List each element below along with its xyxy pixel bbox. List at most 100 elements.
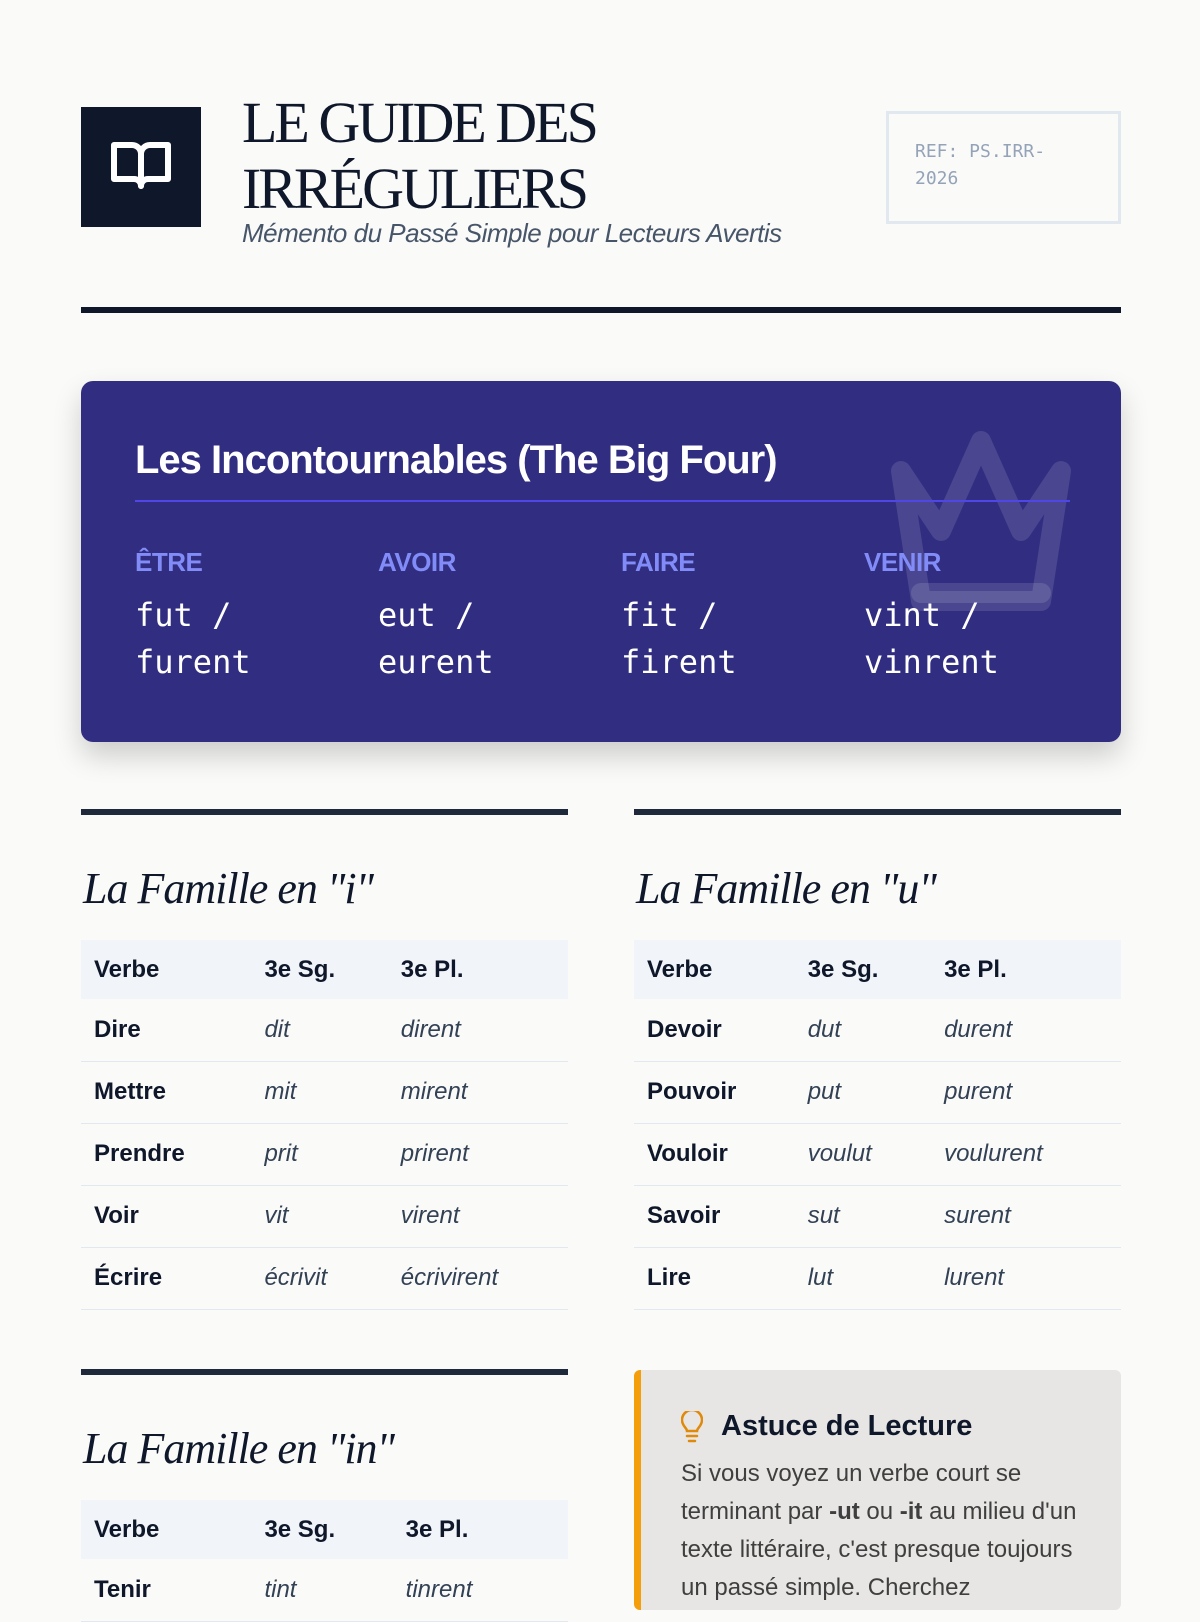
- family-title: La Famille en "i": [83, 864, 374, 913]
- verb-cell: Tenir: [81, 1559, 252, 1622]
- verb-cell: Mettre: [81, 1061, 252, 1124]
- conjugation-table: Verbe 3e Sg. 3e Pl. Dire dit dirent Mettre mit m…: [81, 940, 568, 1310]
- table-row: Savoir sut surent: [634, 1185, 1121, 1248]
- big-four-card: Les Incontournables (The Big Four) ÊTRE f…: [81, 381, 1121, 742]
- section-divider: [81, 1369, 568, 1375]
- verb-cell: Voir: [81, 1185, 252, 1248]
- verb-forms: eut / eurent: [378, 592, 528, 686]
- verb-label: ÊTRE: [135, 547, 203, 577]
- family-u-section: La Famille en "u" Verbe 3e Sg. 3e Pl. Devoi…: [634, 809, 1121, 1310]
- plural-cell: prirent: [387, 1123, 568, 1186]
- table-header-row: Verbe 3e Sg. 3e Pl.: [634, 940, 1121, 999]
- family-i-section: La Famille en "i" Verbe 3e Sg. 3e Pl. Dire d…: [81, 809, 568, 1310]
- section-divider: [81, 809, 568, 815]
- singular-cell: dut: [794, 999, 932, 1062]
- form-plural: firent: [621, 643, 737, 681]
- table-row: Mettre mit mirent: [81, 1061, 568, 1124]
- plural-cell: écrivirent: [387, 1247, 568, 1310]
- verb-cell: Savoir: [634, 1185, 795, 1248]
- plural-cell: purent: [931, 1061, 1121, 1124]
- singular-cell: dit: [251, 999, 388, 1062]
- table-header-row: Verbe 3e Sg. 3e Pl.: [81, 940, 568, 999]
- verb-etre: ÊTRE fut / furent: [135, 547, 285, 686]
- reference-box: REF: PS.IRR- 2026: [886, 111, 1121, 224]
- verb-label: VENIR: [864, 547, 941, 577]
- column-header: Verbe: [81, 940, 252, 999]
- tip-heading: Astuce de Lecture: [681, 1410, 1081, 1443]
- open-book-icon: [111, 142, 171, 189]
- form-plural: vinrent: [864, 643, 999, 681]
- table-row: Tenir tint tinrent: [81, 1559, 568, 1622]
- plural-cell: surent: [931, 1185, 1121, 1248]
- lightbulb-icon: [681, 1410, 703, 1442]
- plural-cell: mirent: [387, 1061, 568, 1124]
- title-line-1: LE GUIDE DES: [242, 90, 599, 155]
- header: LE GUIDE DES IRRÉGULIERS Mémento du Passé…: [81, 90, 1121, 260]
- column-header: 3e Pl.: [387, 940, 568, 999]
- tip-ending-it: -it: [899, 1498, 923, 1525]
- table-row: Vouloir voulut voulurent: [634, 1123, 1121, 1186]
- singular-cell: voulut: [794, 1123, 932, 1186]
- header-divider: [81, 307, 1121, 313]
- section-divider: [634, 809, 1121, 815]
- singular-cell: put: [794, 1061, 932, 1124]
- column-header: 3e Pl.: [931, 940, 1121, 999]
- singular-cell: prit: [251, 1123, 388, 1186]
- conjugation-table: Verbe 3e Sg. 3e Pl. Tenir tint tinrent: [81, 1500, 568, 1622]
- family-title: La Famille en "in": [83, 1424, 395, 1473]
- ref-line-2: 2026: [915, 168, 959, 189]
- verb-cell: Lire: [634, 1247, 795, 1310]
- column-header: 3e Sg.: [251, 1500, 393, 1559]
- verb-forms: fut / furent: [135, 592, 285, 686]
- verb-venir: VENIR vint / vinrent: [864, 547, 1014, 686]
- singular-cell: écrivit: [251, 1247, 388, 1310]
- verb-avoir: AVOIR eut / eurent: [378, 547, 528, 686]
- column-header: 3e Pl.: [392, 1500, 568, 1559]
- big-four-divider: [135, 500, 1070, 502]
- family-in-section: La Famille en "in" Verbe 3e Sg. 3e Pl. Teni…: [81, 1369, 568, 1622]
- column-header: 3e Sg.: [251, 940, 388, 999]
- verb-label: AVOIR: [378, 547, 456, 577]
- table-row: Lire lut lurent: [634, 1247, 1121, 1310]
- table-row: Dire dit dirent: [81, 999, 568, 1062]
- verb-label: FAIRE: [621, 547, 696, 577]
- singular-cell: lut: [794, 1247, 932, 1310]
- tip-ending-ut: -ut: [829, 1498, 860, 1525]
- form-singular: fit /: [621, 596, 718, 634]
- verb-forms: fit / firent: [621, 592, 771, 686]
- subtitle: Mémento du Passé Simple pour Lecteurs Av…: [242, 218, 782, 248]
- form-plural: eurent: [378, 643, 494, 681]
- verb-forms: vint / vinrent: [864, 592, 1014, 686]
- verb-cell: Prendre: [81, 1123, 252, 1186]
- plural-cell: dirent: [387, 999, 568, 1062]
- logo: [81, 107, 201, 227]
- form-singular: vint /: [864, 596, 980, 634]
- family-title: La Famille en "u": [636, 864, 937, 913]
- singular-cell: sut: [794, 1185, 932, 1248]
- plural-cell: tinrent: [392, 1559, 568, 1622]
- table-row: Devoir dut durent: [634, 999, 1121, 1062]
- singular-cell: vit: [251, 1185, 388, 1248]
- tip-text-part: ou: [859, 1498, 900, 1525]
- verb-cell: Pouvoir: [634, 1061, 795, 1124]
- plural-cell: durent: [931, 999, 1121, 1062]
- table-header-row: Verbe 3e Sg. 3e Pl.: [81, 1500, 568, 1559]
- column-header: Verbe: [634, 940, 795, 999]
- verb-faire: FAIRE fit / firent: [621, 547, 771, 686]
- table-row: Écrire écrivit écrivirent: [81, 1247, 568, 1310]
- form-singular: fut /: [135, 596, 232, 634]
- ref-line-1: REF: PS.IRR-: [915, 141, 1046, 162]
- table-row: Voir vit virent: [81, 1185, 568, 1248]
- big-four-title: Les Incontournables (The Big Four): [135, 438, 778, 482]
- page-title: LE GUIDE DES IRRÉGULIERS: [242, 90, 599, 222]
- plural-cell: lurent: [931, 1247, 1121, 1310]
- plural-cell: voulurent: [931, 1123, 1121, 1186]
- verb-cell: Dire: [81, 999, 252, 1062]
- tip-text-part: Si vous voyez un verbe court se terminan…: [681, 1460, 1022, 1525]
- form-plural: furent: [135, 643, 251, 681]
- singular-cell: tint: [251, 1559, 393, 1622]
- title-line-2: IRRÉGULIERS: [242, 156, 589, 221]
- column-header: Verbe: [81, 1500, 252, 1559]
- tip-text-part: au milieu d'un texte littéraire, c'est p…: [681, 1498, 1077, 1601]
- conjugation-table: Verbe 3e Sg. 3e Pl. Devoir dut durent Pouvoir p…: [634, 940, 1121, 1310]
